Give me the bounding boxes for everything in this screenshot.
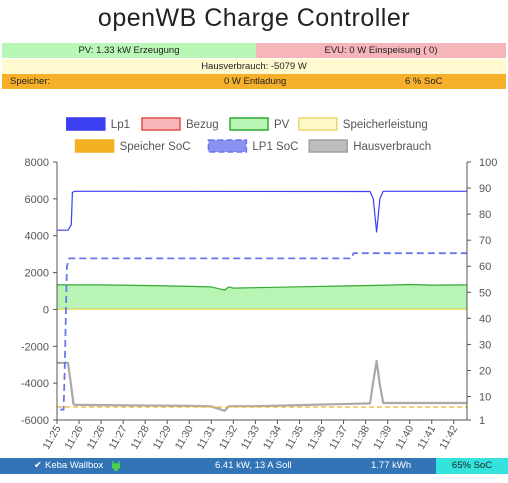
series-line-lp1-soc — [60, 252, 467, 411]
y-right-tick-label: 60 — [479, 261, 491, 273]
x-tick-label: 11:38 — [349, 423, 372, 451]
speicher-label: Speicher: — [10, 76, 51, 87]
check-icon: ✔ — [34, 460, 42, 471]
series-line-pv — [57, 283, 468, 291]
y-right-tick-label: 10 — [479, 392, 491, 404]
x-tick-label: 11:36 — [305, 423, 328, 451]
y-right-tick-label: 30 — [479, 339, 491, 351]
wallbox-name[interactable]: Keba Wallbox — [45, 460, 104, 471]
legend-swatch-speicherleistung — [298, 117, 338, 131]
energy-charged: 1.77 kWh — [371, 460, 412, 471]
legend-swatch-hausverbrauch — [308, 139, 348, 153]
y-left-tick-label: -4000 — [21, 378, 49, 390]
speicher-value: 0 W Entladung — [224, 76, 287, 87]
hausverbrauch-bar: Hausverbrauch: -5079 W — [2, 59, 506, 74]
chart-legend: Lp1 Bezug PV Speicherleistung Speicher SoC LP… — [66, 117, 431, 153]
series-area-pv — [57, 284, 467, 310]
legend-swatch-lp1-soc — [207, 139, 248, 153]
y-left-tick-label: -6000 — [21, 415, 49, 427]
speicher-bar: Speicher: 0 W Entladung 6 % SoC — [2, 74, 506, 89]
series-line-lp1 — [57, 190, 467, 233]
legend-label-bezug: Bezug — [186, 119, 219, 131]
y-right-tick-label: 20 — [479, 365, 491, 377]
legend-swatch-lp1 — [66, 117, 106, 131]
y-left-tick-label: 0 — [43, 304, 49, 316]
x-tick-label: 11:26 — [62, 423, 85, 451]
y-right-tick-label: 100 — [479, 157, 497, 169]
legend-swatch-speicher-soc — [74, 139, 115, 153]
legend-swatch-pv — [229, 117, 269, 131]
x-tick-label: 11:28 — [129, 423, 152, 451]
x-tick-label: 11:40 — [393, 423, 416, 451]
x-tick-label: 11:26 — [85, 423, 108, 451]
y-right-tick-label: 80 — [479, 209, 491, 221]
power-chart: Lp1 Bezug PV Speicherleistung Speicher SoC LP… — [21, 117, 498, 452]
plug-icon — [111, 461, 121, 477]
y-left-tick-label: -2000 — [21, 341, 49, 353]
x-tick-label: 11:35 — [283, 423, 306, 451]
legend-label-lp1: Lp1 — [111, 119, 130, 131]
y-right-tick-label: 90 — [479, 183, 491, 195]
y-left-tick-label: 4000 — [25, 231, 49, 243]
x-tick-label: 11:31 — [195, 423, 218, 451]
pv-status: PV: 1.33 kW Erzeugung — [2, 43, 256, 58]
x-tick-label: 11:41 — [415, 423, 438, 451]
x-tick-label: 11:39 — [371, 423, 394, 451]
soc-badge: 65% SoC — [436, 458, 508, 474]
y-left-tick-label: 8000 — [25, 157, 49, 169]
series-line-hausverbrauch — [57, 359, 467, 412]
axes-layer: 8000 6000 4000 2000 0 -2000 -4000 -6000 100 90 80 7… — [21, 157, 498, 452]
legend-label-hausverbrauch: Hausverbrauch — [353, 141, 431, 153]
legend-label-lp1-soc: LP1 SoC — [252, 141, 298, 153]
evu-status: EVU: 0 W Einspeisung ( 0) — [256, 43, 506, 58]
x-tick-label: 11:25 — [40, 423, 63, 451]
x-tick-label: 11:27 — [107, 423, 130, 451]
x-tick-label: 11:30 — [173, 423, 196, 451]
series-layer — [57, 190, 468, 412]
speicher-soc: 6 % SoC — [405, 76, 443, 87]
y-right-tick-label: 50 — [479, 287, 491, 299]
legend-label-speicherleistung: Speicherleistung — [343, 119, 428, 131]
legend-label-pv: PV — [274, 119, 290, 131]
x-tick-label: 11:32 — [217, 423, 240, 451]
y-left-tick-label: 6000 — [25, 194, 49, 206]
pv-evu-bar: PV: 1.33 kW Erzeugung EVU: 0 W Einspeisu… — [2, 43, 506, 58]
y-right-tick-label: 40 — [479, 313, 491, 325]
page-title: openWB Charge Controller — [97, 4, 411, 32]
y-right-tick-label: 1 — [479, 415, 485, 427]
legend-label-speicher-soc: Speicher SoC — [120, 141, 191, 153]
x-tick-label: 11:34 — [261, 423, 284, 451]
charge-info: 6.41 kW, 13 A Soll — [215, 460, 292, 471]
y-right-tick-label: 70 — [479, 235, 491, 247]
x-tick-label: 11:33 — [239, 423, 262, 451]
x-tick-label: 11:42 — [437, 423, 460, 451]
legend-swatch-bezug — [141, 117, 181, 131]
y-left-tick-label: 2000 — [25, 268, 49, 280]
chargepoint-status-bar: ✔ Keba Wallbox 6.41 kW, 13 A Soll 1.77 k… — [0, 458, 508, 474]
x-tick-label: 11:37 — [327, 423, 350, 451]
x-tick-label: 11:29 — [151, 423, 174, 451]
